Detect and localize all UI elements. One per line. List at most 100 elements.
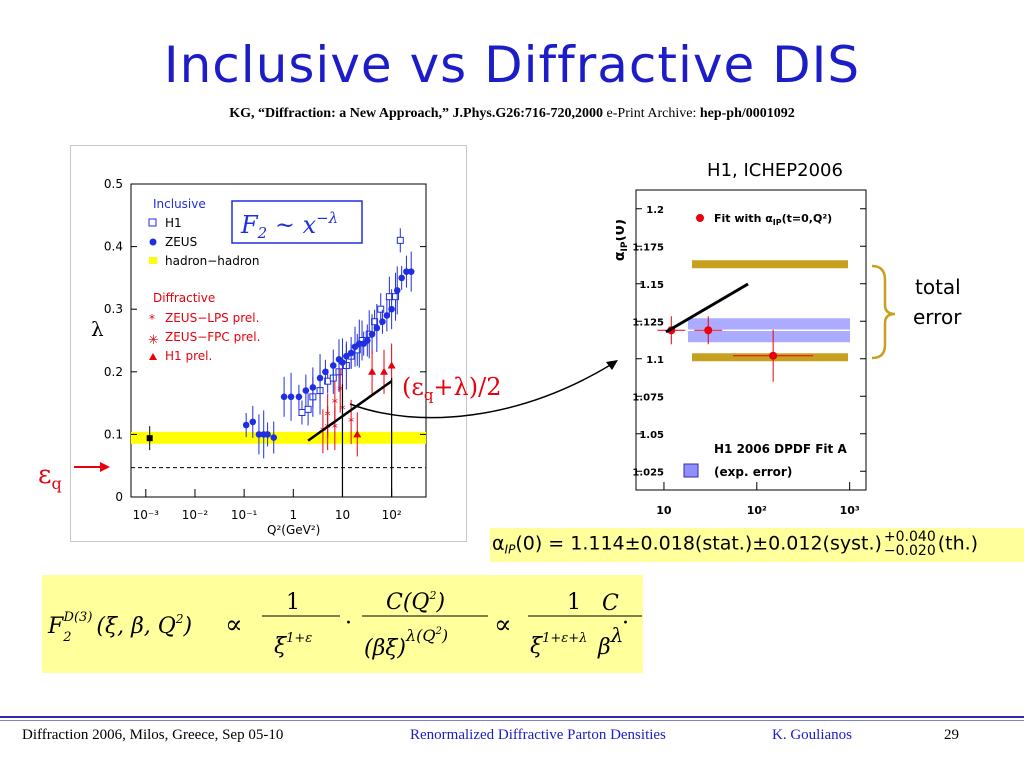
formula-xi-1: ξ1+ε <box>274 631 312 659</box>
formula-C-top: C <box>602 591 619 616</box>
legend-lps: ZEUS−LPS prel. <box>165 311 259 325</box>
formula-f2-label: F2 ~ x−λ <box>240 209 338 242</box>
legend-hadron: hadron−hadron <box>165 254 259 268</box>
alpha-y-tick-label: 1.2 <box>646 205 664 216</box>
point-zeus <box>343 352 350 360</box>
x-tick-label: 10⁻² <box>182 508 209 522</box>
y-axis-label: λ <box>91 317 104 341</box>
y-tick-label: 0.5 <box>104 177 123 191</box>
formula-cq: C(Q2) <box>386 589 445 615</box>
formula-dot-2: · <box>622 611 629 636</box>
f2d3-formula-box: F2D(3) (ξ, β, Q2) ∝ 1 ξ1+ε · C(Q2) (βξ)λ(… <box>42 575 662 673</box>
footer-page-number: 29 <box>944 727 959 743</box>
point-zeus-fpc: * <box>332 421 338 435</box>
footer-author: K. Goulianos <box>772 727 852 743</box>
hadron-band <box>131 431 426 444</box>
point-zeus <box>316 374 324 382</box>
y-tick-label: 0 <box>115 490 123 504</box>
legend-diffractive-title: Diffractive <box>153 291 215 305</box>
formula-xi-2: ξ1+ε+λ <box>530 631 587 659</box>
total-error-brace <box>871 264 896 360</box>
point-zeus <box>287 393 295 401</box>
point-h1-prel <box>380 367 389 375</box>
point-zeus <box>403 268 410 275</box>
x-tick-label: 10⁻¹ <box>231 508 258 522</box>
legend-zeus: ZEUS <box>165 235 197 249</box>
point-zeus-fpc: * <box>348 415 354 429</box>
point-zeus <box>383 312 391 319</box>
alpha-plot-svg: 1.025 1.05 1.075 1.1 1.125 1.15 1.175 1.2 10 10²… <box>612 189 867 517</box>
alpha-caption-marker <box>683 463 699 478</box>
point-h1-prel <box>387 361 396 369</box>
point-h1 <box>392 293 400 301</box>
point-zeus-lps: * <box>332 396 338 410</box>
point-zeus <box>379 318 386 326</box>
legend-h1prel-marker <box>149 353 157 360</box>
point-h1 <box>377 305 385 313</box>
point-zeus <box>322 368 329 376</box>
point-zeus <box>398 274 405 282</box>
alpha-result-box <box>490 528 1024 562</box>
alpha-x-tick-label: 10 <box>656 504 672 517</box>
point-zeus <box>364 337 371 344</box>
point-zeus <box>339 359 346 366</box>
alpha-legend-text: Fit with αIP(t=0,Q²) <box>714 212 832 227</box>
point-zeus <box>242 421 250 429</box>
total-error-band-upper <box>692 260 848 269</box>
formula-one-2: 1 <box>567 590 581 615</box>
alpha-x-tick-label: 10² <box>747 504 767 517</box>
point-zeus <box>309 384 317 391</box>
formula-dot-1: · <box>345 611 352 636</box>
legend-inclusive-title: Inclusive <box>153 197 206 211</box>
f2d3-formula-svg: F2D(3) (ξ, β, Q2) ∝ 1 ξ1+ε · C(Q2) (βξ)λ(… <box>47 589 662 661</box>
data-points: ******** <box>146 228 415 459</box>
reference-plain: e-Print Archive: <box>603 106 700 121</box>
point-zeus <box>368 330 376 338</box>
formula-one-1: 1 <box>286 590 300 615</box>
legend-lps-marker: * <box>149 312 155 326</box>
point-zeus <box>388 305 395 313</box>
eps-q-left-label: εq <box>38 460 62 493</box>
legend-h1: H1 <box>165 216 182 230</box>
point-h1 <box>304 405 312 413</box>
total-error-label-2: error <box>913 305 962 329</box>
alpha-caption-line2: (exp. error) <box>714 465 792 479</box>
point-zeus <box>393 287 401 294</box>
alpha-y-tick-label: 1.1 <box>646 355 664 366</box>
formula-propto-2: ∝ <box>494 610 512 640</box>
alpha-y-tick-label: 1.025 <box>632 467 664 478</box>
alpha-ip-plot: 1.025 1.05 1.075 1.1 1.125 1.15 1.175 1.2 10 10²… <box>612 180 871 525</box>
point-zeus-lps: * <box>337 384 343 398</box>
y-tick-label: 0.3 <box>104 302 123 316</box>
point-h1-prel <box>353 430 362 438</box>
alpha-y-tick-label: 1.05 <box>639 430 664 441</box>
footer-rule-thin <box>0 720 1024 721</box>
y-tick-label: 0.2 <box>104 365 123 379</box>
x-tick-label: 10 <box>335 508 350 522</box>
alpha-point <box>769 351 778 360</box>
footer-talk-title: Renormalized Diffractive Parton Densitie… <box>410 727 666 743</box>
slide-title: Inclusive vs Diffractive DIS <box>163 36 861 94</box>
legend-zeus-marker <box>149 238 157 246</box>
point-zeus <box>264 431 271 438</box>
legend-fpc-marker: ✳ <box>148 333 159 348</box>
alpha-y-axis-label: αIP(0) <box>616 219 630 261</box>
x-tick-label: 1 <box>289 508 297 522</box>
point-zeus <box>373 324 381 332</box>
x-tick-label: 10⁻³ <box>133 508 160 522</box>
point-h1 <box>298 408 306 416</box>
legend-h1prel: H1 prel. <box>165 349 212 363</box>
y-tick-label: 0.4 <box>104 240 123 254</box>
h1-ichep-label: H1, ICHEP2006 <box>707 160 843 181</box>
formula-last-fraction-svg: C βλ <box>592 591 636 660</box>
formula-last-fraction: C βλ <box>590 582 642 670</box>
point-zeus <box>329 362 337 369</box>
formula-beta-lambda: βλ <box>597 623 623 660</box>
alpha-y-ticks: 1.025 1.05 1.075 1.1 1.125 1.15 1.175 1.2 <box>632 205 866 478</box>
alpha-x-tick-label: 10³ <box>840 504 860 517</box>
alpha-y-tick-label: 1.075 <box>632 392 664 403</box>
point-hadron <box>146 435 153 442</box>
alpha-diagonal-line <box>665 282 749 334</box>
y-ticks: 0 0.1 0.2 0.3 0.4 0.5 <box>104 177 426 504</box>
x-axis-label: Q²(GeV²) <box>267 523 320 537</box>
